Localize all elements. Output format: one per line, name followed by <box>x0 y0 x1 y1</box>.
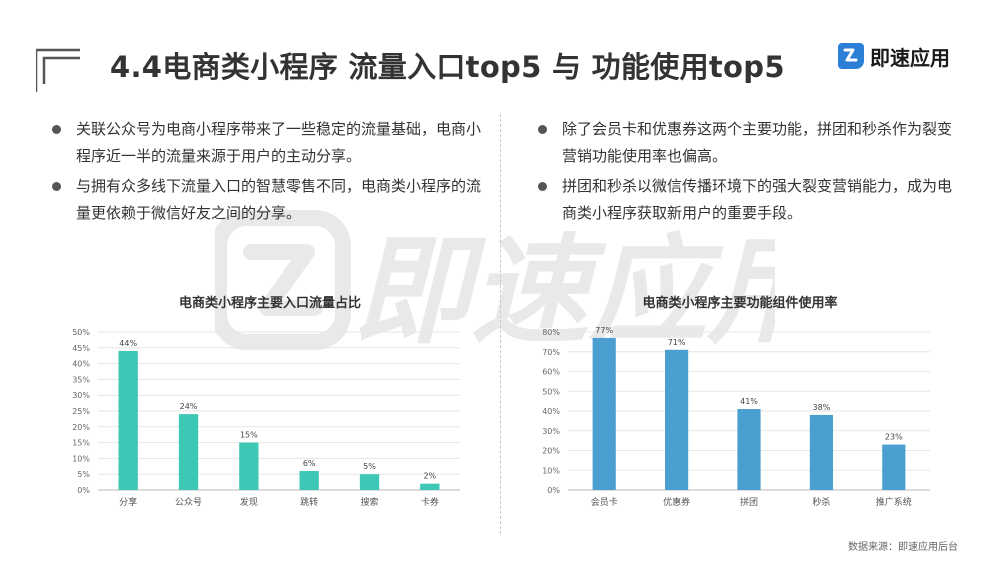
y-tick-label: 40% <box>72 360 90 369</box>
y-tick-label: 5% <box>77 470 90 479</box>
bar <box>665 349 689 490</box>
page-title: 4.4电商类小程序 流量入口top5 与 功能使用top5 <box>110 50 785 84</box>
y-tick-label: 40% <box>542 407 560 416</box>
y-tick-label: 0% <box>547 486 560 495</box>
y-tick-label: 15% <box>72 439 90 448</box>
list-item: 关联公众号为电商小程序带来了一些稳定的流量基础，电商小程序近一半的流量来源于用户… <box>52 116 482 170</box>
data-label: 77% <box>595 326 613 335</box>
entry-traffic-chart: 电商类小程序主要入口流量占比 0% 5% 10% 15% 20% 25% 30% 35% 40%… <box>60 292 480 522</box>
bullet-text: 与拥有众多线下流量入口的智慧零售不同，电商类小程序的流量更依赖于微信好友之间的分… <box>76 177 482 222</box>
y-tick-label: 60% <box>542 368 560 377</box>
bar <box>882 444 906 490</box>
bar <box>118 350 138 490</box>
x-tick-label: 拼团 <box>740 496 758 508</box>
bullet-text: 关联公众号为电商小程序带来了一些稳定的流量基础，电商小程序近一半的流量来源于用户… <box>76 120 482 165</box>
y-tick-label: 70% <box>542 348 560 357</box>
bar <box>420 483 440 490</box>
corner-frame-decoration <box>36 48 80 92</box>
y-tick-label: 30% <box>72 391 90 400</box>
watermark: 即速应用 <box>215 210 775 360</box>
data-label: 2% <box>423 472 436 481</box>
y-tick-label: 35% <box>72 375 90 384</box>
data-label: 24% <box>180 402 198 411</box>
x-tick-label: 搜索 <box>360 496 378 508</box>
data-label: 23% <box>885 433 903 442</box>
y-tick-label: 50% <box>542 387 560 396</box>
y-tick-label: 25% <box>72 407 90 416</box>
list-item: 与拥有众多线下流量入口的智慧零售不同，电商类小程序的流量更依赖于微信好友之间的分… <box>52 173 482 227</box>
data-label: 15% <box>240 431 258 440</box>
y-tick-label: 0% <box>77 486 90 495</box>
y-tick-label: 20% <box>72 423 90 432</box>
data-label: 41% <box>740 397 758 406</box>
bullet-dot-icon <box>538 182 547 191</box>
list-item: 拼团和秒杀以微信传播环境下的强大裂变营销能力，成为电商类小程序获取新用户的重要手… <box>538 173 958 227</box>
data-label: 38% <box>813 403 831 412</box>
bar <box>178 414 199 490</box>
feature-usage-bar-chart: 0% 10% 20% 30% 40% 50% 60% 70% 80% 77% 会员卡 71% 优惠券 41… <box>542 326 930 508</box>
x-tick-label: 卡券 <box>421 496 439 508</box>
bar <box>737 409 761 490</box>
data-label: 6% <box>303 459 316 468</box>
bar <box>809 414 833 490</box>
x-tick-label: 分享 <box>119 496 137 508</box>
x-tick-label: 跳转 <box>300 496 318 508</box>
y-tick-label: 80% <box>542 328 560 337</box>
brand-logo: 即速应用 <box>836 40 950 72</box>
data-label: 5% <box>363 462 376 471</box>
bullet-dot-icon <box>52 182 61 191</box>
data-label: 44% <box>119 339 137 348</box>
x-tick-label: 推广系统 <box>876 496 912 508</box>
y-tick-label: 45% <box>72 344 90 353</box>
left-bullet-list: 关联公众号为电商小程序带来了一些稳定的流量基础，电商小程序近一半的流量来源于用户… <box>52 116 482 230</box>
x-tick-label: 会员卡 <box>591 496 618 508</box>
chart-title: 电商类小程序主要入口流量占比 <box>178 296 361 311</box>
bullet-text: 拼团和秒杀以微信传播环境下的强大裂变营销能力，成为电商类小程序获取新用户的重要手… <box>562 177 953 222</box>
watermark-text: 即速应用 <box>353 222 775 360</box>
chart-title: 电商类小程序主要功能组件使用率 <box>642 296 838 311</box>
bullet-text: 除了会员卡和优惠券这两个主要功能，拼团和秒杀作为裂变营销功能使用率也偏高。 <box>562 120 953 165</box>
x-tick-label: 发现 <box>240 496 258 508</box>
y-tick-label: 10% <box>542 466 560 475</box>
column-divider <box>500 114 501 534</box>
feature-usage-chart: 电商类小程序主要功能组件使用率 0% 10% 20% 30% 40% 50% 60% 70% 8… <box>530 292 950 522</box>
x-tick-label: 优惠券 <box>663 496 690 508</box>
brand-logo-icon <box>838 43 864 69</box>
x-tick-label: 公众号 <box>175 497 202 508</box>
bar <box>359 474 380 490</box>
bullet-dot-icon <box>538 125 547 134</box>
data-label: 71% <box>668 338 686 347</box>
bar <box>239 442 259 490</box>
x-tick-label: 秒杀 <box>812 496 830 508</box>
y-tick-label: 50% <box>72 328 90 337</box>
bar <box>299 471 319 490</box>
right-bullet-list: 除了会员卡和优惠券这两个主要功能，拼团和秒杀作为裂变营销功能使用率也偏高。 拼团… <box>538 116 958 230</box>
list-item: 除了会员卡和优惠券这两个主要功能，拼团和秒杀作为裂变营销功能使用率也偏高。 <box>538 116 958 170</box>
y-tick-label: 20% <box>542 447 560 456</box>
entry-traffic-bar-chart: 0% 5% 10% 15% 20% 25% 30% 35% 40% 45% 50% 44% 分享 24% 公… <box>72 328 460 508</box>
brand-logo-text: 即速应用 <box>870 45 950 70</box>
data-source-note: 数据来源：即速应用后台 <box>848 542 958 553</box>
bar <box>592 337 616 490</box>
bullet-dot-icon <box>52 125 61 134</box>
y-tick-label: 30% <box>542 427 560 436</box>
y-tick-label: 10% <box>72 454 90 463</box>
